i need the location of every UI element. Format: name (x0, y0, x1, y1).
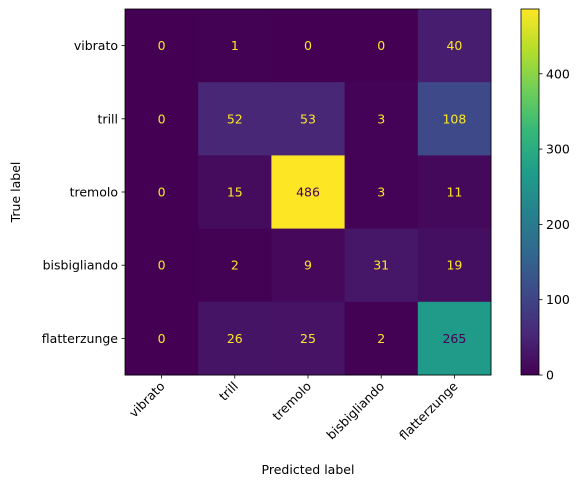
cell-value-label: 2 (231, 258, 239, 273)
cell-value-label: 0 (158, 331, 166, 346)
cell-value-label: 2 (377, 331, 385, 346)
heatmap-cell (125, 9, 199, 83)
y-tick-label: flatterzunge (42, 331, 119, 346)
heatmap-cell (271, 82, 346, 156)
heatmap-cell (271, 9, 346, 83)
cell-value-label: 108 (442, 111, 466, 126)
heatmap-cell (125, 301, 199, 376)
heatmap-cell (417, 9, 492, 83)
x-axis-title: Predicted label (262, 462, 355, 477)
heatmap-cell (198, 82, 272, 156)
cell-value-label: 3 (377, 185, 385, 200)
heatmap-cell (271, 301, 346, 376)
x-tick-label: flatterzunge (396, 378, 461, 443)
heatmap-cell (344, 155, 419, 230)
x-tick-label: tremolo (269, 379, 314, 424)
cell-value-label: 0 (158, 185, 166, 200)
heatmap-cell (344, 82, 419, 156)
y-axis-ticks: vibrato trill tremolo bisbigliando flatterzu… (42, 38, 125, 346)
cell-value-label: 1 (231, 38, 239, 53)
heatmap-cell (417, 301, 492, 376)
cell-value-label: 3 (377, 111, 385, 126)
colorbar-tick-label: 300 (546, 142, 570, 157)
heatmap-cells: 0 1 0 0 40 0 52 53 3 108 0 15 486 3 11 0 2 9 31 19 0 26 25 2 265 (125, 9, 492, 376)
y-tick-label: tremolo (70, 185, 118, 200)
cell-value-label: 15 (227, 185, 243, 200)
cell-value-label: 52 (227, 111, 243, 126)
heatmap-cell (344, 9, 419, 83)
y-tick-label: vibrato (74, 38, 118, 53)
colorbar-tick-label: 200 (546, 217, 570, 232)
cell-value-label: 19 (446, 258, 462, 273)
heatmap-cell (125, 155, 199, 230)
cell-value-label: 0 (377, 38, 385, 53)
cell-value-label: 486 (296, 185, 320, 200)
x-axis-ticks: vibrato trill tremolo bisbigliando flatterzu… (126, 375, 461, 443)
colorbar-tick-label: 400 (546, 66, 570, 81)
heatmap-cell (344, 301, 419, 376)
heatmap-cell (198, 155, 272, 230)
heatmap-cell (125, 82, 199, 156)
x-tick-label: vibrato (126, 379, 168, 421)
colorbar (520, 8, 540, 376)
colorbar-tick-label: 0 (546, 368, 554, 383)
cell-value-label: 25 (300, 331, 316, 346)
cell-value-label: 9 (304, 258, 312, 273)
x-tick-label: bisbigliando (323, 379, 387, 443)
heatmap-cell (271, 228, 346, 303)
heatmap-cell (417, 228, 492, 303)
colorbar-tick-label: 100 (546, 292, 570, 307)
heatmap-cell (198, 301, 272, 376)
x-tick-label: trill (216, 379, 241, 404)
heatmap-cell (198, 228, 272, 303)
y-tick-label: bisbigliando (43, 258, 118, 273)
heatmap-cell (271, 155, 346, 230)
heatmap-cell (417, 82, 492, 156)
cell-value-label: 26 (227, 331, 243, 346)
heatmap-cell (344, 228, 419, 303)
cell-value-label: 11 (446, 185, 462, 200)
cell-value-label: 0 (158, 258, 166, 273)
cell-value-label: 0 (158, 111, 166, 126)
cell-value-label: 0 (158, 38, 166, 53)
cell-value-label: 265 (442, 331, 466, 346)
heatmap-cell (198, 9, 272, 83)
y-tick-label: trill (98, 111, 118, 126)
colorbar-ticks: 0 100 200 300 400 (539, 66, 570, 383)
heatmap-cell (125, 228, 199, 303)
cell-value-label: 31 (373, 258, 389, 273)
cell-value-label: 53 (300, 111, 316, 126)
cell-value-label: 0 (304, 38, 312, 53)
cell-value-label: 40 (446, 38, 462, 53)
heatmap-cell (417, 155, 492, 230)
y-axis-title: True label (8, 162, 23, 224)
